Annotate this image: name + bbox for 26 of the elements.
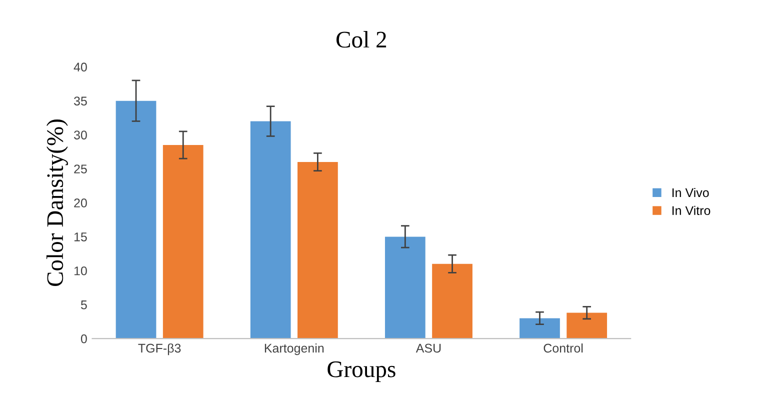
y-tick-label: 10 (74, 266, 87, 276)
x-tick-label: TGF-β3 (138, 343, 181, 356)
x-axis-title: Groups (328, 361, 396, 382)
legend-label: In Vivo (672, 188, 709, 198)
y-tick-label: 40 (74, 62, 87, 72)
chart-title: Col 2 (336, 31, 386, 48)
bar (432, 264, 472, 339)
bar (116, 100, 156, 339)
x-tick-label: Control (544, 343, 583, 353)
x-tick-label: Kartogenin (264, 343, 324, 356)
bar (520, 318, 560, 339)
y-tick-label: 0 (80, 334, 87, 344)
y-tick-label: 35 (74, 96, 87, 106)
legend-label: In Vitro (672, 206, 710, 216)
y-tick-label: 5 (80, 300, 87, 310)
x-tick-label: ASU (416, 344, 441, 353)
y-tick-label: 25 (74, 164, 87, 174)
bar (250, 121, 291, 339)
bar (384, 236, 426, 339)
y-tick-label: 15 (74, 232, 87, 242)
bar (162, 144, 204, 339)
y-tick-label: 20 (74, 198, 87, 208)
y-tick-label: 30 (74, 130, 87, 140)
bar (566, 312, 608, 339)
y-axis-title: Color Dansity(%) (46, 120, 68, 286)
bar (298, 162, 338, 339)
